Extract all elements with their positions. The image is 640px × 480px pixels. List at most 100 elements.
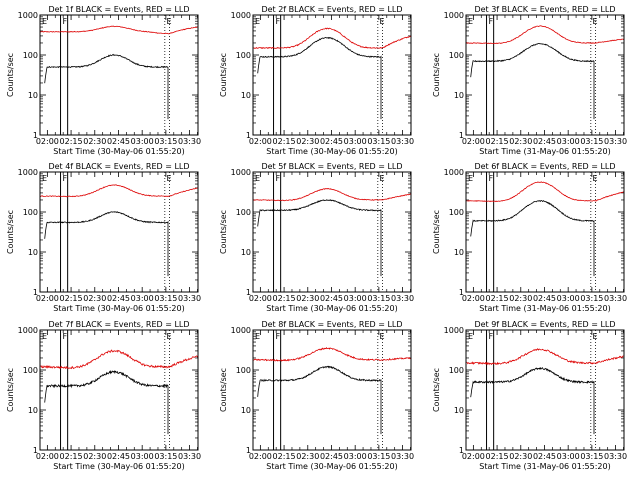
marker-E-left: E <box>468 174 473 183</box>
y-axis-label: Counts/sec <box>432 210 441 254</box>
panel-title: Det 5f BLACK = Events, RED = LLD <box>261 162 402 171</box>
plot-frame <box>465 171 625 293</box>
x-tick-label: 02:45 <box>533 137 556 146</box>
x-tick-label: 03:15 <box>154 137 177 146</box>
x-tick-label: 03:15 <box>367 452 390 461</box>
marker-E-left: E <box>255 17 260 26</box>
y-tick-label: 1 <box>33 131 38 140</box>
y-axis-label: Counts/sec <box>219 210 228 254</box>
marker-E-right: E <box>380 17 385 26</box>
plot-frame <box>465 329 625 451</box>
y-axis-label: Counts/sec <box>219 53 228 97</box>
x-tick-label: 03:00 <box>131 452 154 461</box>
marker-E-right: E <box>593 174 598 183</box>
x-axis-label: Start Time (30-May-06 01:55:20) <box>53 462 184 471</box>
lld-series-line <box>252 188 412 202</box>
y-tick-label: 100 <box>23 51 38 60</box>
events-series-line <box>257 36 382 120</box>
panel-5: Det 5f BLACK = Events, RED = LLD Counts/s… <box>219 162 414 313</box>
panel-title: Det 6f BLACK = Events, RED = LLD <box>474 162 615 171</box>
x-tick-label: 02:15 <box>273 452 296 461</box>
y-tick-label: 10 <box>28 406 38 415</box>
events-series-line <box>470 366 595 435</box>
y-tick-label: 10 <box>28 248 38 257</box>
marker-F: F <box>63 174 68 183</box>
panel-title: Det 9f BLACK = Events, RED = LLD <box>474 320 615 329</box>
x-axis-label: Start Time (31-May-06 01:55:20) <box>479 304 610 313</box>
plot-frame <box>252 171 412 293</box>
x-tick-label: 03:15 <box>580 452 603 461</box>
y-tick-label: 10 <box>28 91 38 100</box>
panel-title: Det 3f BLACK = Events, RED = LLD <box>474 5 615 14</box>
marker-F: F <box>276 332 281 341</box>
x-tick-label: 03:15 <box>580 137 603 146</box>
plot-frame <box>252 329 412 451</box>
marker-F: F <box>63 332 68 341</box>
y-tick-label: 100 <box>236 208 251 217</box>
x-tick-label: 03:00 <box>131 137 154 146</box>
marker-E-right: E <box>167 332 172 341</box>
marker-F: F <box>489 17 494 26</box>
y-tick-label: 1000 <box>18 168 38 177</box>
x-tick-label: 03:15 <box>367 294 390 303</box>
y-tick-label: 1 <box>246 131 251 140</box>
y-tick-label: 100 <box>449 51 464 60</box>
y-tick-label: 100 <box>236 51 251 60</box>
panel-title: Det 7f BLACK = Events, RED = LLD <box>48 320 189 329</box>
y-tick-label: 1 <box>459 288 464 297</box>
x-tick-label: 02:30 <box>296 452 319 461</box>
marker-F: F <box>489 174 494 183</box>
marker-E-left: E <box>42 174 47 183</box>
y-tick-label: 10 <box>241 91 251 100</box>
x-tick-label: 02:15 <box>60 137 83 146</box>
y-tick-label: 10 <box>454 91 464 100</box>
x-tick-label: 02:00 <box>249 452 272 461</box>
x-tick-label: 02:15 <box>486 452 509 461</box>
x-tick-label: 03:30 <box>604 137 627 146</box>
marker-F: F <box>276 174 281 183</box>
x-tick-label: 02:30 <box>509 137 532 146</box>
x-tick-label: 02:00 <box>36 452 59 461</box>
x-axis-label: Start Time (31-May-06 01:55:20) <box>479 462 610 471</box>
x-tick-label: 03:15 <box>580 294 603 303</box>
marker-E-right: E <box>167 174 172 183</box>
x-tick-label: 02:30 <box>83 452 106 461</box>
marker-E-left: E <box>468 17 473 26</box>
plot-frame <box>39 171 199 293</box>
x-tick-label: 02:45 <box>107 294 130 303</box>
marker-E-left: E <box>255 174 260 183</box>
lld-series-line <box>39 184 199 198</box>
x-axis-label: Start Time (30-May-06 01:55:20) <box>266 304 397 313</box>
x-tick-label: 02:15 <box>60 294 83 303</box>
events-series-line <box>44 53 169 120</box>
x-tick-label: 02:30 <box>509 294 532 303</box>
x-tick-label: 02:45 <box>107 137 130 146</box>
x-tick-label: 02:00 <box>462 452 485 461</box>
y-tick-label: 1 <box>459 446 464 455</box>
x-tick-label: 03:30 <box>391 294 414 303</box>
y-tick-label: 1000 <box>231 168 251 177</box>
marker-E-right: E <box>593 332 598 341</box>
lld-series-line <box>39 349 199 370</box>
y-tick-label: 10 <box>454 248 464 257</box>
x-tick-label: 03:30 <box>604 452 627 461</box>
marker-F: F <box>276 17 281 26</box>
panel-2: Det 2f BLACK = Events, RED = LLD Counts/s… <box>219 5 414 156</box>
lld-series-line <box>465 25 625 45</box>
x-tick-label: 02:00 <box>36 137 59 146</box>
y-tick-label: 1 <box>33 288 38 297</box>
events-series-line <box>257 199 382 277</box>
x-tick-label: 02:15 <box>273 294 296 303</box>
x-axis-label: Start Time (30-May-06 01:55:20) <box>266 462 397 471</box>
panel-7: Det 7f BLACK = Events, RED = LLD Counts/s… <box>6 320 201 471</box>
x-tick-label: 02:45 <box>320 452 343 461</box>
x-tick-label: 03:15 <box>154 294 177 303</box>
panel-8: Det 8f BLACK = Events, RED = LLD Counts/s… <box>219 320 414 471</box>
y-tick-label: 1 <box>33 446 38 455</box>
x-tick-label: 03:00 <box>557 137 580 146</box>
panel-1: Det 1f BLACK = Events, RED = LLD Counts/s… <box>6 5 201 156</box>
x-tick-label: 02:45 <box>533 294 556 303</box>
y-axis-label: Counts/sec <box>219 368 228 412</box>
events-series-line <box>44 369 169 435</box>
